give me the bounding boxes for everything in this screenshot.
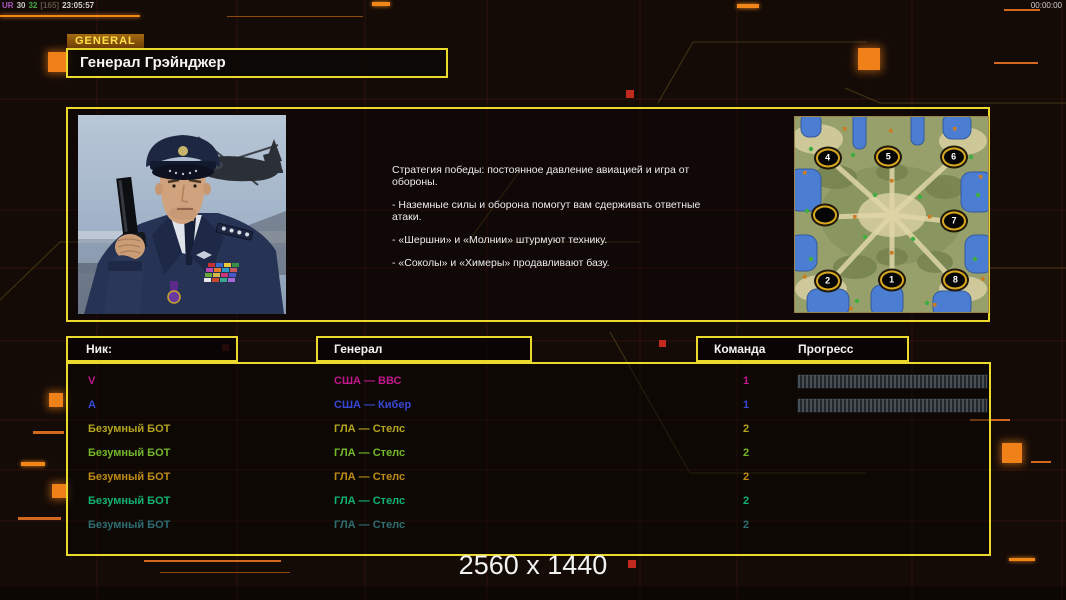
player-team: 2 — [742, 423, 750, 435]
player-nick: V — [88, 375, 96, 387]
deco-line — [1031, 461, 1051, 463]
minimap-start-position: 1 — [879, 270, 904, 290]
player-nick: A — [88, 399, 96, 411]
deco-line — [994, 62, 1038, 64]
deco-line — [33, 431, 64, 434]
briefing-text: Стратегия победы: постоянное давление ав… — [392, 164, 712, 280]
deco-line — [18, 517, 61, 520]
deco-line — [1009, 558, 1035, 561]
minimap-start-position: 6 — [941, 147, 966, 167]
deco-line — [737, 4, 759, 8]
player-nick: Безумный БОТ — [88, 471, 171, 483]
deco-square — [626, 90, 634, 98]
stats-overlay: UR 30 32 [165] 23:05:57 — [2, 1, 97, 10]
deco-line — [144, 560, 281, 562]
player-nick: Безумный БОТ — [88, 447, 171, 459]
header-progress: Прогресс — [798, 342, 854, 356]
player-team: 2 — [742, 447, 750, 459]
deco-line — [1004, 9, 1040, 11]
deco-line — [0, 15, 140, 17]
deco-square — [858, 48, 880, 70]
player-general: ГЛА — Стелс — [334, 423, 406, 435]
players-roster: V США — ВВС 1 A США — Кибер 1 Безумный Б… — [66, 362, 991, 556]
player-team: 1 — [742, 375, 750, 387]
player-row: Безумный БОТ ГЛА — Стелс 2 — [68, 442, 989, 466]
player-team: 1 — [742, 399, 750, 411]
player-general: США — Кибер — [334, 399, 412, 411]
player-row: A США — Кибер 1 — [68, 394, 989, 418]
deco-square — [628, 560, 636, 568]
player-general: ГЛА — Стелс — [334, 447, 406, 459]
player-general: ГЛА — Стелс — [334, 471, 406, 483]
player-row: Безумный БОТ ГЛА — Стелс 2 — [68, 418, 989, 442]
briefing-paragraph: Стратегия победы: постоянное давление ав… — [392, 164, 690, 188]
briefing-paragraph: - «Шершни» и «Молнии» штурмуют технику. — [392, 234, 608, 246]
player-general: ГЛА — Стелс — [334, 495, 406, 507]
minimap-start-position: 2 — [815, 271, 840, 291]
briefing-paragraph: - «Соколы» и «Химеры» продавливают базу. — [392, 257, 610, 269]
general-badge: GENERAL — [67, 34, 144, 48]
stats-segment: 30 — [16, 1, 26, 10]
deco-square — [49, 393, 63, 407]
deco-square — [48, 52, 68, 72]
stats-segment: 23:05:57 — [62, 1, 95, 10]
minimap-start-position: 5 — [876, 147, 901, 167]
header-team: Команда — [714, 342, 766, 356]
player-row: Безумный БОТ ГЛА — Стелс 2 — [68, 490, 989, 514]
header-nick: Ник: — [66, 336, 238, 362]
general-portrait — [78, 115, 286, 314]
deco-line — [21, 462, 45, 466]
header-general: Генерал — [316, 336, 532, 362]
player-nick: Безумный БОТ — [88, 495, 171, 507]
player-nick: Безумный БОТ — [88, 423, 171, 435]
minimap-start-position: 8 — [943, 270, 968, 290]
deco-square — [52, 484, 66, 498]
bottom-strip — [0, 585, 1066, 600]
deco-line — [227, 16, 363, 17]
stats-segment: UR — [2, 1, 14, 10]
general-name: Генерал Грэйнджер — [80, 54, 226, 71]
player-row: V США — ВВС 1 — [68, 370, 989, 394]
ribbon-rack — [204, 263, 239, 282]
player-row: Безумный БОТ ГЛА — Стелс 2 — [68, 514, 989, 538]
player-progress-bar — [797, 374, 988, 389]
stats-segment: 32 — [28, 1, 38, 10]
minimap-start-position: 4 — [815, 148, 840, 168]
player-general: США — ВВС — [334, 375, 402, 387]
player-nick: Безумный БОТ — [88, 519, 171, 531]
deco-square — [1002, 443, 1022, 463]
deco-line — [372, 2, 390, 6]
player-team: 2 — [742, 471, 750, 483]
resolution-label: 2560 x 1440 — [458, 550, 608, 580]
player-row: Безумный БОТ ГЛА — Стелс 2 — [68, 466, 989, 490]
player-general: ГЛА — Стелс — [334, 519, 406, 531]
general-name-box: Генерал Грэйнджер — [66, 48, 448, 78]
player-team: 2 — [742, 519, 750, 531]
recording-timer: 00:00:00 — [1030, 1, 1062, 10]
minimap-start-position: 7 — [942, 211, 967, 231]
player-progress-bar — [797, 398, 988, 413]
deco-square — [659, 340, 666, 347]
header-team-progress: Команда Прогресс — [696, 336, 909, 362]
minimap: 4 5 6 7 2 1 8 — [794, 116, 989, 313]
player-team: 2 — [742, 495, 750, 507]
stats-segment: [165] — [40, 1, 60, 10]
deco-line — [160, 572, 290, 573]
minimap-start-position-blank — [812, 205, 837, 225]
briefing-paragraph: - Наземные силы и оборона помогут вам сд… — [392, 199, 701, 223]
briefing-panel: Стратегия победы: постоянное давление ав… — [66, 107, 990, 322]
